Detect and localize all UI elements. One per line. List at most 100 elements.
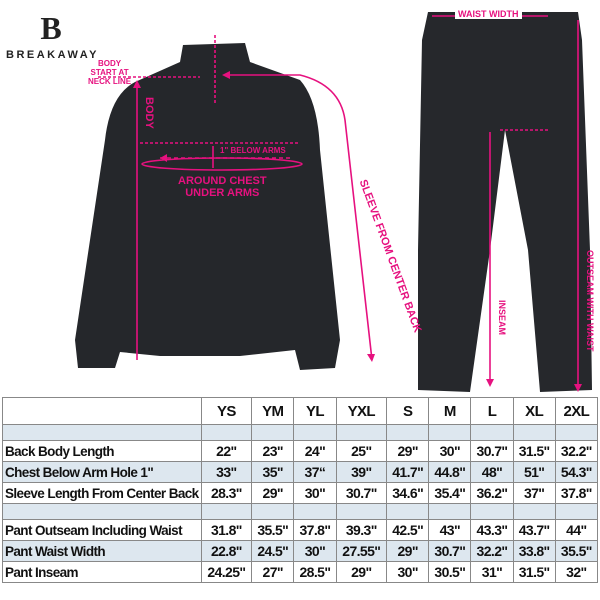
measurement-value: 42.5" — [386, 519, 430, 541]
measurement-value: 25" — [335, 440, 388, 462]
jacket-and-pants-image — [75, 12, 592, 392]
waist-width-label: WAIST WIDTH — [455, 10, 522, 19]
measurement-value: 30.7" — [470, 440, 514, 462]
measurement-value: 44.8" — [428, 461, 472, 483]
spacer-cell — [293, 503, 337, 520]
measurement-value: 31.8" — [200, 519, 253, 541]
measurement-value: 22.8" — [200, 540, 253, 562]
size-header: 2XL — [554, 397, 599, 425]
label-line: UNDER ARMS — [185, 187, 260, 199]
table-row: Chest Below Arm Hole 1" 33" 35" 37“ 39" 41.7"… — [2, 461, 599, 483]
size-header: S — [386, 397, 430, 425]
brand-logo: B BREAKAWAY — [6, 10, 99, 61]
measurement-value: 43" — [428, 519, 472, 541]
size-header: YL — [293, 397, 337, 425]
spacer-cell — [554, 503, 599, 520]
measurement-label: Pant Outseam Including Waist — [2, 519, 202, 541]
measurement-value: 33" — [200, 461, 253, 483]
measurement-label: Back Body Length — [2, 440, 202, 462]
body-start-label: BODY START AT NECK LINE — [88, 59, 131, 86]
measurement-value: 30.5" — [428, 561, 472, 583]
measurement-value: 48" — [470, 461, 514, 483]
measurement-value: 32" — [554, 561, 599, 583]
measurement-value: 54.3" — [554, 461, 599, 483]
measurement-value: 43.3" — [470, 519, 514, 541]
spacer-cell — [512, 503, 556, 520]
measurement-label: Sleeve Length From Center Back — [2, 482, 202, 504]
spacer-cell — [428, 503, 472, 520]
size-header: M — [428, 397, 472, 425]
measurement-value: 33.8" — [512, 540, 556, 562]
spacer-cell — [251, 503, 295, 520]
label-line: AROUND CHEST — [178, 175, 267, 187]
measurement-value: 31.5" — [512, 561, 556, 583]
size-header: YXL — [335, 397, 388, 425]
table-row: Pant Waist Width 22.8" 24.5" 30" 27.55" 29" 30… — [2, 540, 599, 562]
measurement-value: 29" — [386, 540, 430, 562]
measurement-value: 31.5" — [512, 440, 556, 462]
jacket — [75, 43, 340, 370]
spacer-cell — [386, 503, 430, 520]
label-line: START AT — [90, 68, 129, 77]
spacer-cell — [293, 424, 337, 441]
measurement-value: 29" — [335, 561, 388, 583]
size-header: YM — [251, 397, 295, 425]
measurement-value: 35" — [251, 461, 295, 483]
measurement-value: 44" — [554, 519, 599, 541]
spacer-cell — [200, 424, 253, 441]
spacer-cell — [512, 424, 556, 441]
measurement-value: 36.2" — [470, 482, 514, 504]
measurement-value: 37" — [512, 482, 556, 504]
logo-text: BREAKAWAY — [6, 49, 99, 61]
measurement-value: 41.7" — [386, 461, 430, 483]
label-line: NECK LINE — [88, 77, 132, 86]
below-arms-label: 1" BELOW ARMS — [220, 146, 286, 155]
measurement-value: 24" — [293, 440, 337, 462]
measurement-value: 37“ — [293, 461, 337, 483]
measurement-value: 34.6" — [386, 482, 430, 504]
header-row: YS YM YL YXL S M L XL 2XL — [2, 397, 599, 425]
spacer-cell — [470, 424, 514, 441]
size-header: L — [470, 397, 514, 425]
measurement-value: 29" — [386, 440, 430, 462]
measurement-value: 30" — [428, 440, 472, 462]
measurement-value: 39" — [335, 461, 388, 483]
product-illustration: B BREAKAWAY BODY START AT NECK LINE BODY… — [6, 10, 595, 392]
measurement-value: 35.5" — [554, 540, 599, 562]
table-row: Pant Inseam 24.25" 27" 28.5" 29" 30" 30.5" 31" 3… — [2, 561, 599, 583]
measurement-value: 37.8" — [293, 519, 337, 541]
outseam-label: OUTSEAM WITH WAIST — [585, 250, 595, 352]
measurement-label: Pant Waist Width — [2, 540, 202, 562]
spacer-cell — [428, 424, 472, 441]
measurement-value: 22" — [200, 440, 253, 462]
spacer-cell — [335, 424, 388, 441]
measurement-value: 30" — [293, 540, 337, 562]
spacer-row — [2, 424, 599, 441]
spacer-cell — [2, 424, 202, 441]
measurement-label: Pant Inseam — [2, 561, 202, 583]
spacer-row — [2, 503, 599, 520]
corner-cell — [2, 397, 202, 425]
size-header: XL — [512, 397, 556, 425]
size-header: YS — [200, 397, 253, 425]
measurement-value: 32.2" — [554, 440, 599, 462]
spacer-cell — [335, 503, 388, 520]
measurement-value: 30.7" — [335, 482, 388, 504]
inseam-label: INSEAM — [497, 300, 507, 336]
spacer-cell — [470, 503, 514, 520]
table-row: Back Body Length 22" 23" 24" 25" 29" 30" 30.7" 3… — [2, 440, 599, 462]
measurement-value: 29" — [251, 482, 295, 504]
measurement-value: 27.55" — [335, 540, 388, 562]
svg-text:B: B — [40, 12, 61, 42]
around-chest-label: AROUND CHEST UNDER ARMS — [178, 175, 267, 199]
measurement-value: 35.4" — [428, 482, 472, 504]
logo-b-icon: B — [40, 10, 61, 46]
body-label: BODY — [143, 97, 155, 129]
measurement-value: 23" — [251, 440, 295, 462]
table-row: Sleeve Length From Center Back 28.3" 29" 30… — [2, 482, 599, 504]
measurement-value: 24.25" — [200, 561, 253, 583]
spacer-cell — [251, 424, 295, 441]
measurement-value: 37.8" — [554, 482, 599, 504]
measurement-value: 27" — [251, 561, 295, 583]
measurement-value: 30.7" — [428, 540, 472, 562]
